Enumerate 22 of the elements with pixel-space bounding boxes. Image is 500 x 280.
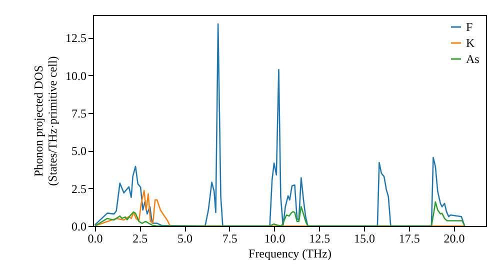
x-tick-label: 17.5: [398, 232, 420, 246]
legend-label: F: [466, 20, 473, 34]
y-axis-title: Phonon projected DOS (States/THz·primitive cell): [32, 56, 60, 186]
legend-label: As: [466, 52, 480, 66]
y-tick-label: 2.5: [72, 182, 86, 196]
x-tick-label: 20.0: [444, 232, 465, 246]
x-tick-label: 5.0: [178, 232, 193, 246]
y-tick-label: 5.0: [72, 144, 86, 158]
x-axis-title: Frequency (THz): [248, 246, 332, 260]
x-tick-label: 7.5: [222, 232, 238, 246]
y-tick-label: 0.0: [72, 220, 86, 234]
y-tick-label: 12.5: [66, 31, 86, 46]
line-series: [94, 201, 466, 226]
x-tick-label: 0.0: [88, 232, 103, 246]
x-tick-label: 2.5: [132, 232, 148, 246]
y-tick-label: 7.5: [72, 106, 86, 120]
line-series: [94, 23, 466, 226]
legend-label: K: [466, 36, 475, 50]
x-tick-label: 15.0: [354, 232, 375, 246]
y-tick-label: 10.0: [66, 68, 86, 83]
x-tick-label: 12.5: [309, 232, 330, 246]
x-tick-label: 10.0: [264, 232, 286, 246]
